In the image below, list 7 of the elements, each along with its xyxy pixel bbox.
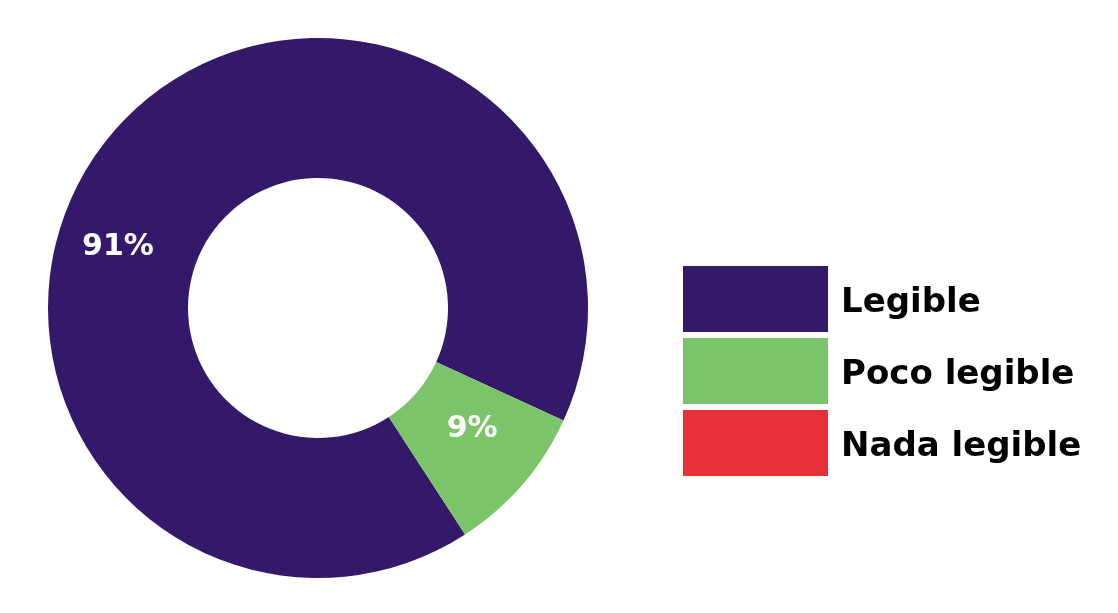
data-label: 91% [82,226,154,262]
legend-label: Legible [841,279,981,320]
legend-label: Nada legible [841,423,1082,464]
legend-label: Poco legible [841,351,1075,392]
donut-slice [388,362,564,535]
data-label: 9% [446,408,498,444]
donut-slice [48,38,588,578]
